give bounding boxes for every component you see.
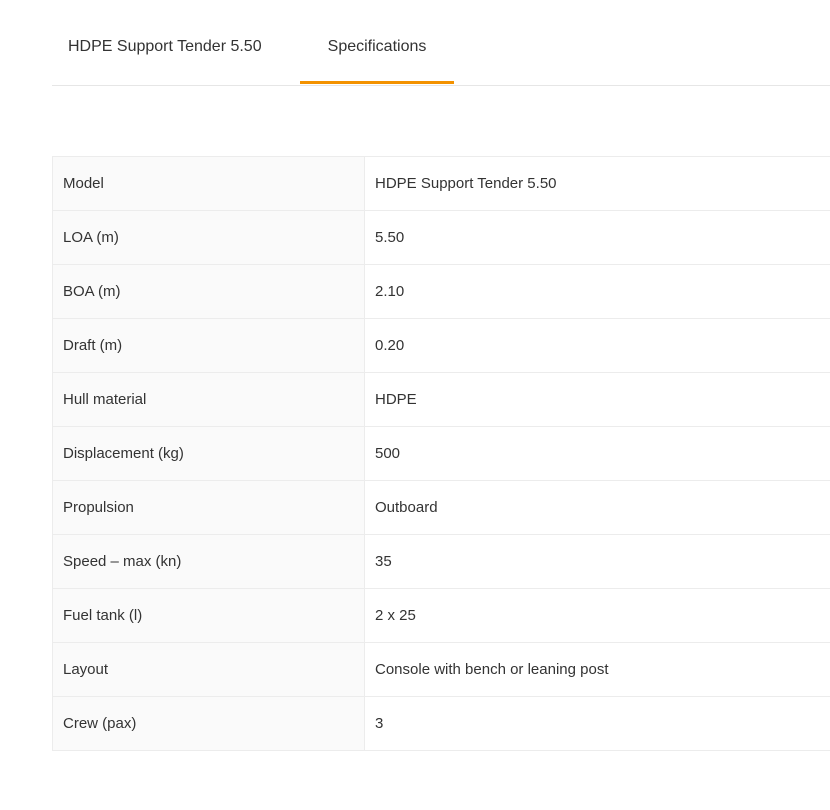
spec-value: 5.50 [364,210,830,265]
spec-value: Outboard [364,480,830,535]
spec-value: 35 [364,534,830,589]
spec-value: 2.10 [364,264,830,319]
spec-label: BOA (m) [52,264,365,319]
spec-label: Speed – max (kn) [52,534,365,589]
spec-value: Console with bench or leaning post [364,642,830,697]
spec-value: HDPE Support Tender 5.50 [364,156,830,211]
tab-overview[interactable]: HDPE Support Tender 5.50 [68,38,262,55]
spec-label: Draft (m) [52,318,365,373]
spec-label: Displacement (kg) [52,426,365,481]
table-row: Layout Console with bench or leaning post [52,642,830,697]
table-row: Speed – max (kn) 35 [52,534,830,589]
spec-label: Propulsion [52,480,365,535]
spec-label: Fuel tank (l) [52,588,365,643]
table-row: BOA (m) 2.10 [52,264,830,319]
table-row: Displacement (kg) 500 [52,426,830,481]
spec-label: Layout [52,642,365,697]
table-row: Hull material HDPE [52,372,830,427]
spec-value: 500 [364,426,830,481]
table-row: LOA (m) 5.50 [52,210,830,265]
table-row: Draft (m) 0.20 [52,318,830,373]
spec-value: 0.20 [364,318,830,373]
tab-specifications[interactable]: Specifications [300,38,454,84]
spec-label: Model [52,156,365,211]
table-row: Crew (pax) 3 [52,696,830,751]
spec-label: Crew (pax) [52,696,365,751]
specifications-table: Model HDPE Support Tender 5.50 LOA (m) 5.50… [52,156,830,751]
spec-label: Hull material [52,372,365,427]
table-row: Propulsion Outboard [52,480,830,535]
table-row: Fuel tank (l) 2 x 25 [52,588,830,643]
spec-value: 3 [364,696,830,751]
table-row: Model HDPE Support Tender 5.50 [52,156,830,211]
spec-value: HDPE [364,372,830,427]
spec-value: 2 x 25 [364,588,830,643]
tab-bar: HDPE Support Tender 5.50 Specifications [52,0,830,86]
spec-label: LOA (m) [52,210,365,265]
